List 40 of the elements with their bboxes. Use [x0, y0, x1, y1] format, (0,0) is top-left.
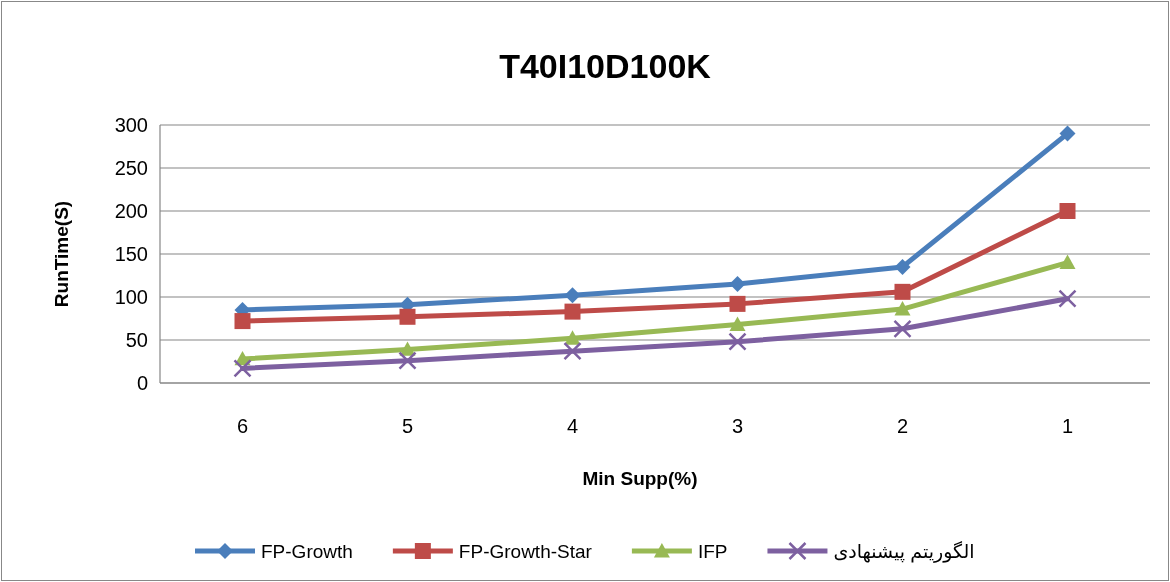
point [729, 316, 746, 331]
point [1058, 289, 1077, 308]
point [1059, 125, 1076, 142]
y-tick-label: 50 [125, 329, 148, 351]
y-tick-label: 100 [114, 286, 148, 308]
x-axis-title: Min Supp(%) [582, 468, 698, 489]
point [729, 276, 746, 293]
x-tick-label: 3 [731, 415, 744, 437]
point [564, 330, 581, 345]
point [894, 301, 911, 316]
y-tick-label: 250 [114, 157, 148, 179]
x-tick-label: 5 [401, 415, 414, 437]
x-tick-label: 1 [1061, 415, 1074, 437]
point [894, 283, 911, 300]
point [1059, 254, 1076, 269]
point [233, 359, 252, 378]
y-tick-label: 200 [114, 200, 148, 222]
x-tick-label: 2 [896, 415, 909, 437]
y-axis-title: RunTime(S) [51, 200, 72, 308]
legend-label: الگوریتم پیشنهادی [833, 540, 975, 563]
chart-title: T40I10D100K [499, 47, 712, 85]
legend-label: FP-Growth-Star [458, 541, 593, 562]
point [563, 341, 582, 361]
legend-label: IFP [697, 541, 728, 562]
point [728, 332, 747, 351]
point [729, 295, 746, 312]
point [398, 351, 417, 370]
point [564, 303, 581, 320]
point [1059, 203, 1076, 219]
point [234, 313, 251, 330]
x-tick-label: 6 [236, 415, 249, 437]
point [894, 258, 911, 275]
point [564, 287, 581, 304]
point [893, 319, 912, 339]
legend-label: FP-Growth [261, 541, 353, 562]
x-tick-label: 4 [566, 415, 579, 437]
y-tick-label: 300 [114, 114, 148, 136]
y-tick-label: 0 [136, 372, 148, 394]
y-tick-label: 150 [114, 243, 148, 265]
point [399, 308, 416, 325]
